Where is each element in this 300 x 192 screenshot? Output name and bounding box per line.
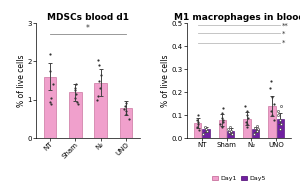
Point — [218, 123, 223, 126]
Point — [74, 83, 78, 86]
Bar — [252, 129, 259, 138]
Bar — [44, 77, 56, 138]
Point — [123, 104, 128, 107]
Point — [72, 89, 77, 92]
Point — [253, 126, 258, 129]
Bar — [219, 120, 226, 138]
Point — [97, 64, 101, 67]
Bar — [243, 119, 251, 138]
Title: M1 macrophages in blood: M1 macrophages in blood — [174, 13, 300, 22]
Point — [229, 130, 234, 133]
Point — [278, 104, 283, 108]
Point — [245, 109, 250, 112]
Point — [195, 123, 200, 126]
Point — [244, 125, 249, 128]
Bar — [194, 123, 201, 138]
Point — [203, 125, 208, 128]
Point — [220, 111, 225, 114]
Point — [277, 118, 282, 121]
Point — [72, 96, 77, 99]
Point — [268, 86, 273, 89]
Point — [279, 123, 283, 126]
Point — [254, 124, 259, 127]
Point — [220, 125, 225, 128]
Point — [252, 132, 256, 135]
Point — [124, 101, 129, 104]
Point — [121, 108, 126, 111]
Bar — [120, 108, 133, 138]
Point — [197, 129, 202, 132]
Point — [203, 127, 208, 131]
Point — [272, 118, 276, 121]
Point — [276, 109, 281, 112]
Bar — [268, 106, 276, 138]
Point — [276, 114, 281, 117]
Point — [97, 79, 101, 82]
Point — [220, 118, 225, 121]
Bar — [277, 119, 284, 138]
Point — [47, 100, 52, 103]
Point — [194, 118, 199, 121]
Legend: Day1, Day5: Day1, Day5 — [209, 173, 268, 184]
Point — [95, 94, 100, 98]
Point — [270, 114, 274, 117]
Point — [230, 132, 234, 135]
Point — [228, 125, 232, 128]
Bar — [202, 129, 210, 138]
Text: *: * — [282, 30, 286, 36]
Point — [205, 130, 210, 133]
Bar — [69, 92, 82, 138]
Point — [50, 83, 55, 86]
Point — [72, 87, 77, 90]
Point — [95, 98, 100, 101]
Point — [243, 104, 248, 108]
Y-axis label: % of live cells: % of live cells — [17, 54, 26, 107]
Title: MDSCs blood d1: MDSCs blood d1 — [47, 13, 129, 22]
Point — [220, 107, 225, 110]
Point — [124, 110, 129, 113]
Point — [126, 118, 131, 121]
Point — [196, 121, 200, 124]
Point — [195, 125, 200, 128]
Text: *: * — [282, 40, 286, 46]
Point — [272, 102, 277, 105]
Point — [201, 132, 206, 135]
Point — [74, 93, 79, 96]
Point — [99, 73, 104, 76]
Text: *: * — [86, 24, 90, 33]
Point — [96, 58, 100, 61]
Bar — [94, 83, 107, 138]
Point — [245, 114, 250, 117]
Point — [76, 103, 81, 106]
Point — [219, 116, 224, 119]
Point — [221, 121, 226, 124]
Point — [47, 52, 52, 55]
Point — [243, 121, 248, 124]
Point — [97, 87, 102, 90]
Point — [195, 114, 200, 117]
Bar — [227, 131, 235, 138]
Point — [244, 123, 249, 126]
Point — [278, 127, 283, 131]
Point — [269, 79, 274, 82]
Point — [255, 130, 260, 133]
Point — [48, 103, 53, 106]
Y-axis label: % of live cells: % of live cells — [161, 54, 170, 107]
Point — [226, 127, 231, 131]
Point — [226, 131, 231, 134]
Point — [123, 113, 128, 116]
Point — [255, 128, 260, 131]
Text: **: ** — [282, 22, 289, 28]
Point — [269, 95, 274, 98]
Point — [245, 116, 250, 119]
Point — [47, 70, 52, 73]
Point — [74, 100, 79, 103]
Point — [269, 109, 274, 112]
Point — [49, 96, 53, 99]
